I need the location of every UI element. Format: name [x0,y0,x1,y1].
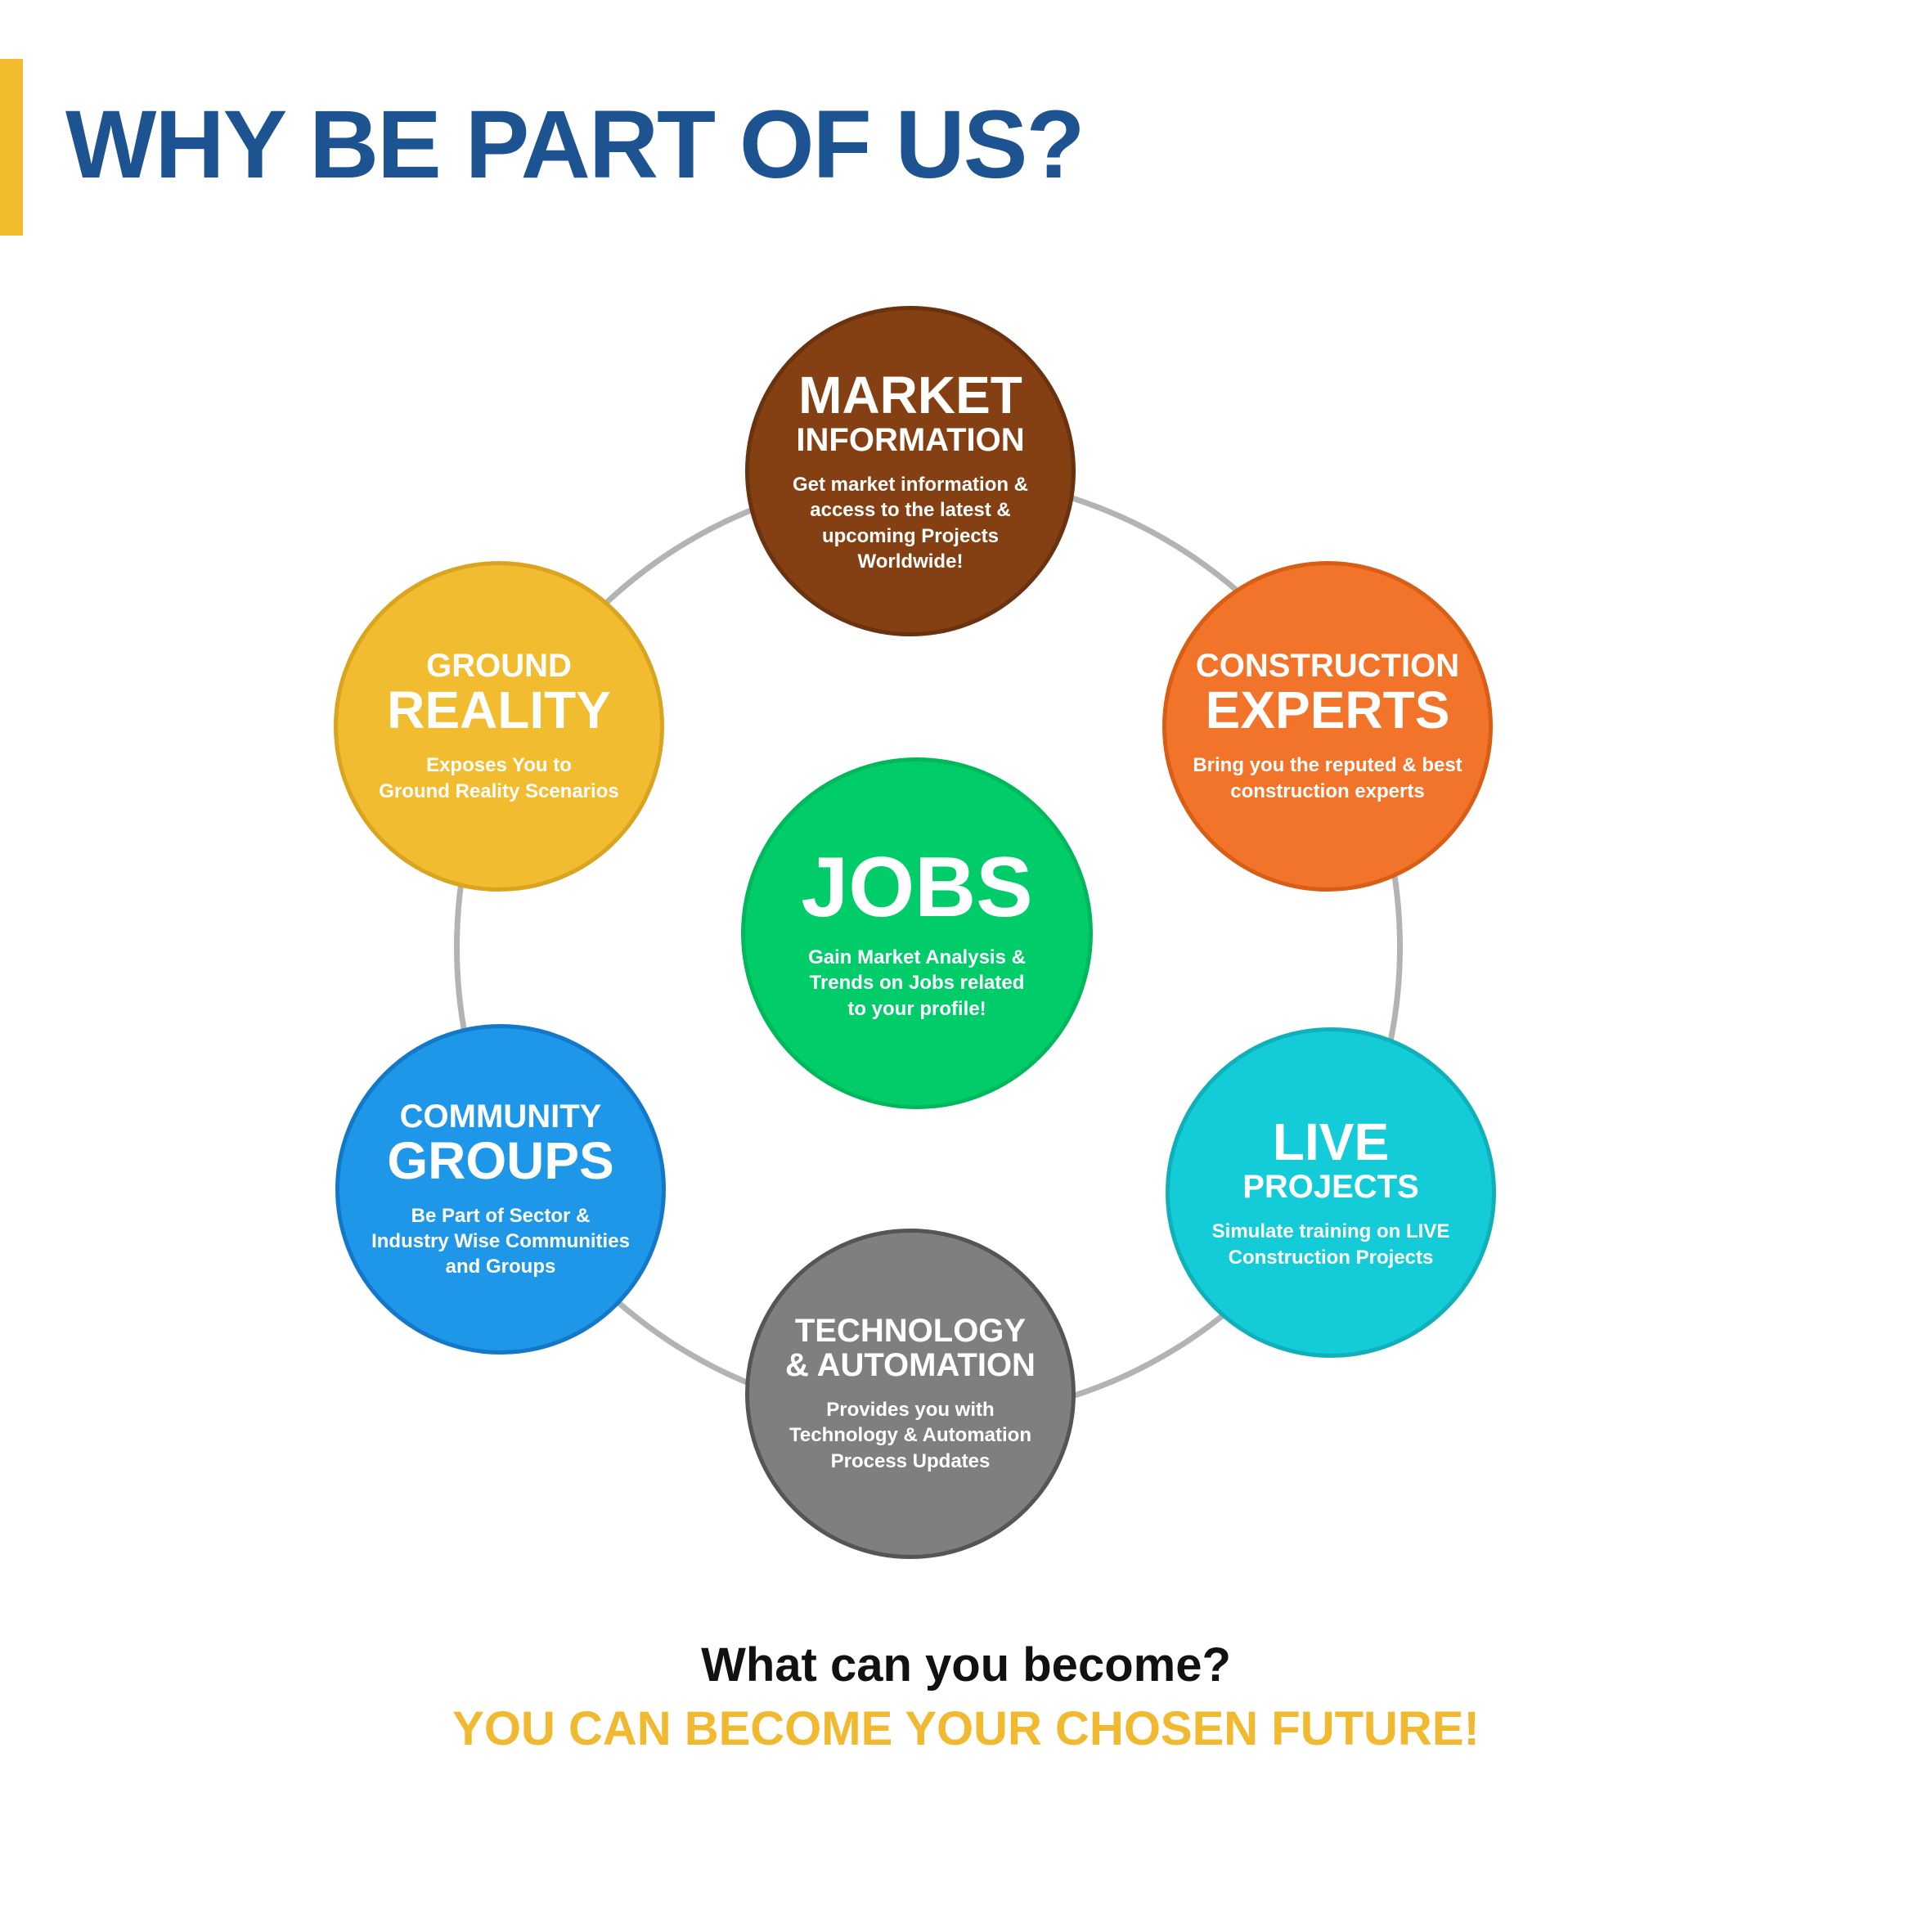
node-experts-title-line1: CONSTRUCTION [1195,648,1460,685]
node-tech-description: Provides you with Technology & Automatio… [789,1399,1031,1472]
node-community-title-line1: COMMUNITY [399,1098,602,1134]
node-jobs-description: Gain Market Analysis & Trends on Jobs re… [808,946,1026,1020]
node-construction-experts: CONSTRUCTION EXPERTS Bring you the reput… [1162,561,1493,892]
node-live-projects: LIVE PROJECTS Simulate training on LIVE … [1166,1027,1496,1358]
node-ground-reality: GROUND REALITY Exposes You to Ground Rea… [334,561,664,892]
node-experts-description: Bring you the reputed & best constructio… [1193,754,1462,802]
node-community-groups: COMMUNITY GROUPS Be Part of Sector & Ind… [335,1024,666,1355]
node-market-title-line2: INFORMATION [796,422,1025,459]
node-live-description: Simulate training on LIVE Construction P… [1211,1220,1450,1269]
node-technology-automation: TECHNOLOGY & AUTOMATION Provides you wit… [745,1229,1076,1559]
node-market-information: MARKET INFORMATION Get market informatio… [745,306,1076,636]
footer-question: What can you become? [701,1638,1231,1692]
node-ground-title-line2: REALITY [387,681,611,740]
node-market-title-line1: MARKET [798,366,1022,425]
title-accent-bar [0,59,23,236]
node-jobs-title: JOBS [801,840,1033,936]
node-tech-title-line1: TECHNOLOGY [794,1313,1027,1350]
node-jobs-center: JOBS Gain Market Analysis & Trends on Jo… [741,757,1093,1109]
node-ground-description: Exposes You to Ground Reality Scenarios [379,754,619,802]
node-live-title-line2: PROJECTS [1242,1169,1419,1206]
node-ground-title-line1: GROUND [426,648,572,685]
node-community-title-line2: GROUPS [387,1130,614,1190]
node-experts-title-line2: EXPERTS [1205,681,1450,740]
page-title: WHY BE PART OF US? [65,91,1085,199]
node-tech-title-line2: & AUTOMATION [785,1347,1036,1384]
node-market-description: Get market information & access to the l… [792,474,1029,573]
node-live-title-line1: LIVE [1272,1112,1390,1172]
node-community-description: Be Part of Sector & Industry Wise Commun… [371,1204,630,1278]
footer-answer: YOU CAN BECOME YOUR CHOSEN FUTURE! [452,1702,1480,1755]
